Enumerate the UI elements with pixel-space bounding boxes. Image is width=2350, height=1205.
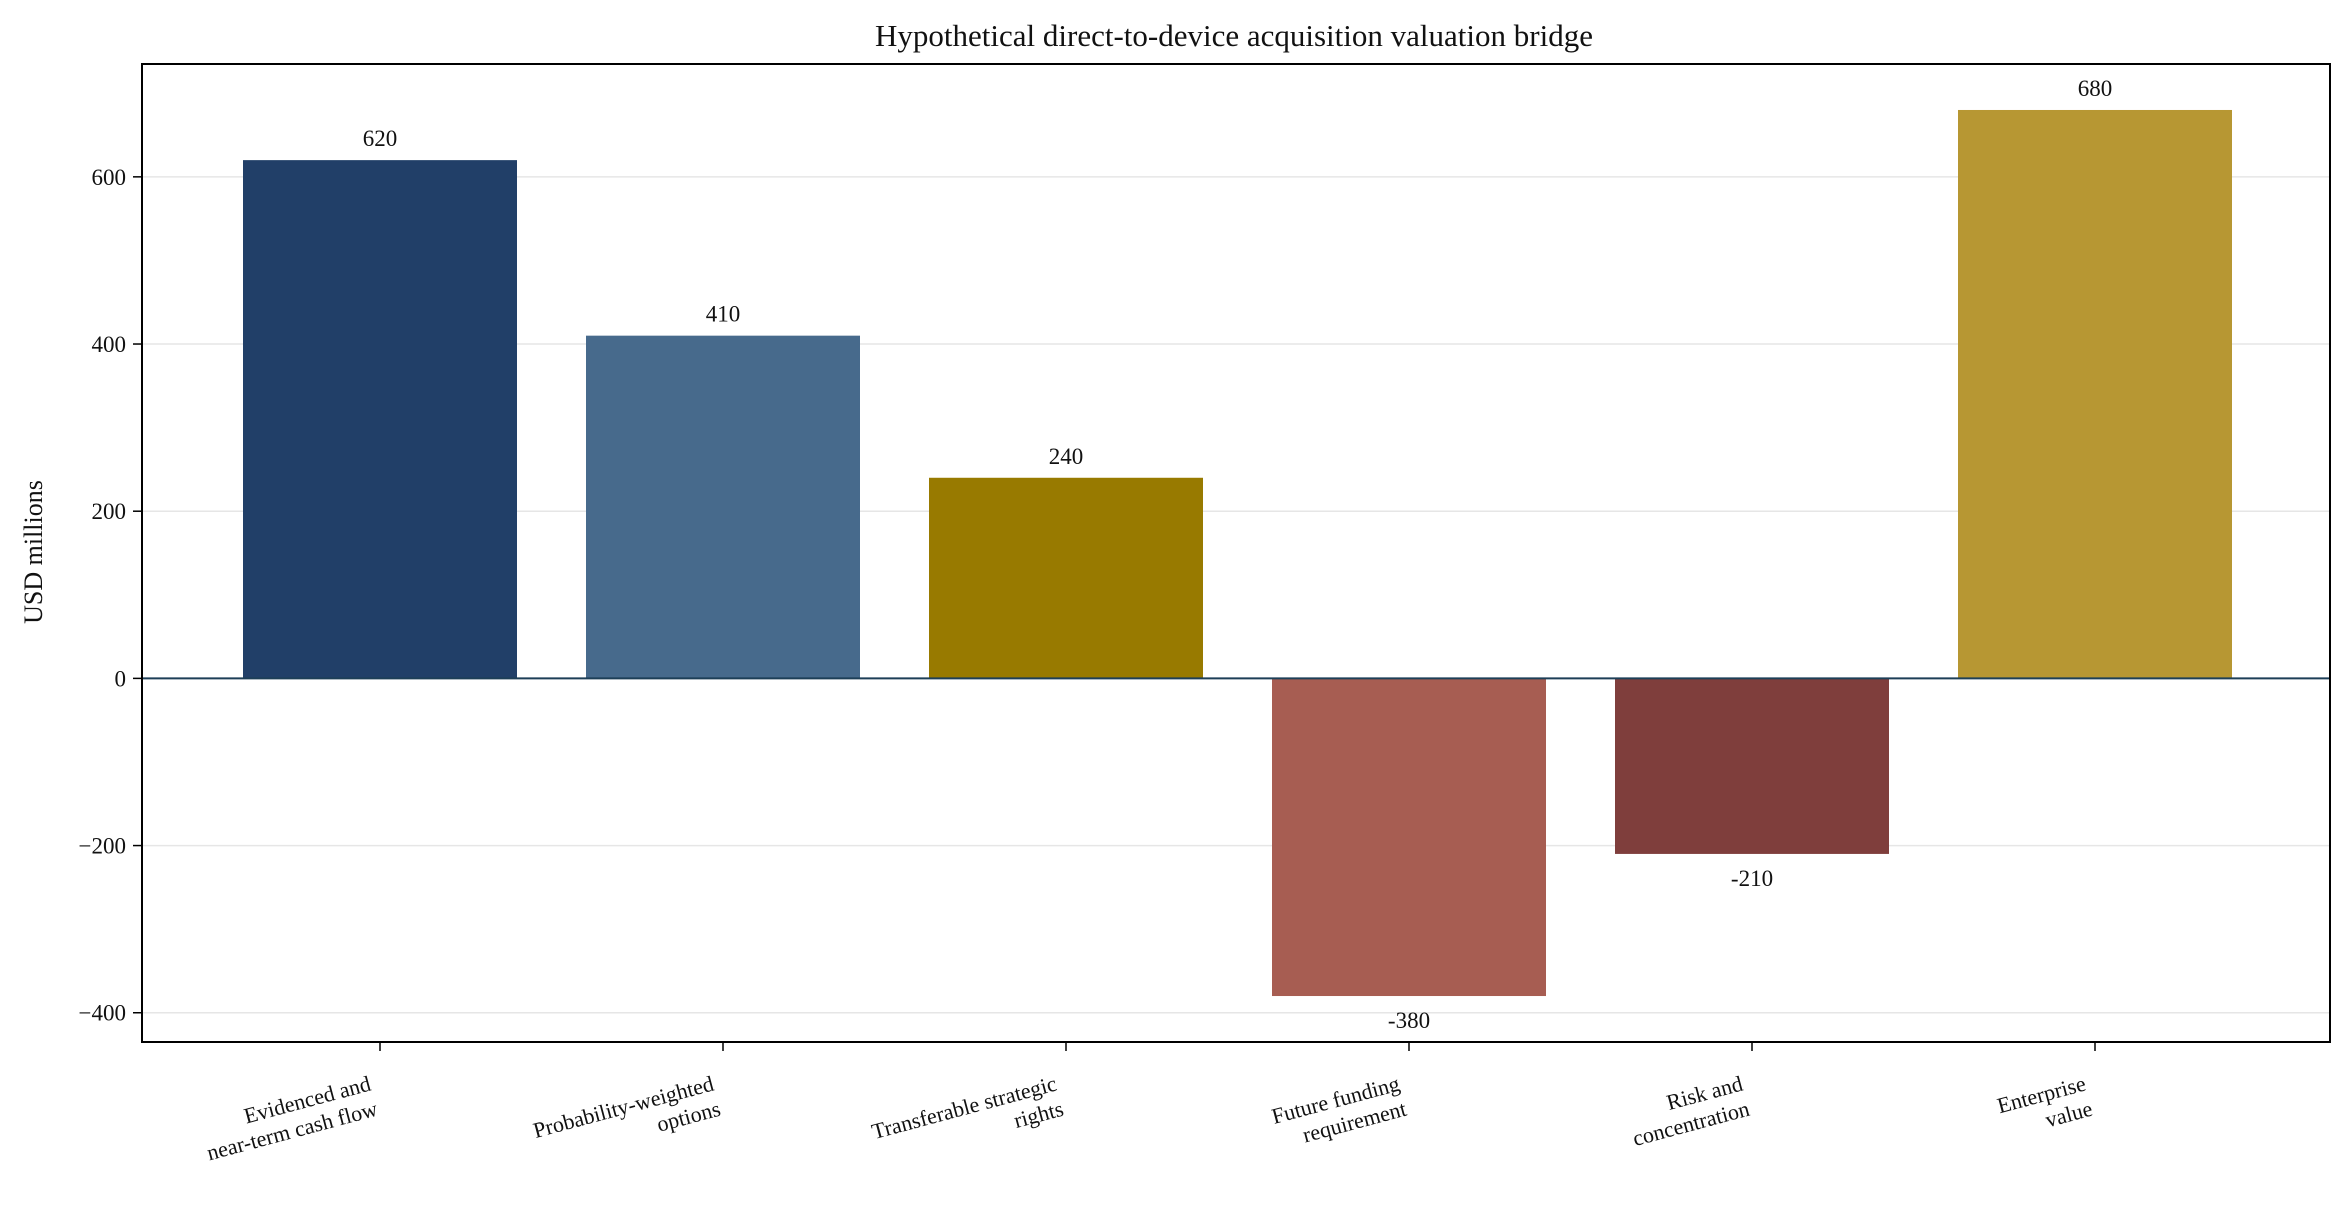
y-tick-label: −200: [79, 834, 126, 859]
bar-value-label: 240: [1049, 444, 1084, 469]
bar: [1272, 678, 1546, 997]
bar: [243, 160, 517, 679]
y-tick-label: 600: [92, 165, 127, 190]
bar-value-label: 680: [2078, 76, 2113, 101]
bar: [586, 335, 860, 679]
bar: [1615, 678, 1889, 854]
bars: [243, 109, 2232, 997]
bar: [1958, 109, 2232, 679]
y-tick-label: −400: [79, 1001, 126, 1026]
data-labels: 620 410 240 -380 -210 680: [363, 76, 2113, 1033]
plot-frame: [141, 63, 2331, 1043]
bar-value-label: 620: [363, 126, 398, 151]
bar-value-label: 410: [706, 302, 741, 327]
bar-value-label: -380: [1388, 1008, 1430, 1033]
chart-title: Hypothetical direct-to-device acquisitio…: [875, 18, 1593, 53]
bar: [929, 477, 1203, 679]
y-tick-label: 400: [92, 332, 127, 357]
bar-value-label: -210: [1731, 866, 1773, 891]
y-axis-ticks: −400 −200 0 200 400 600: [79, 165, 142, 1026]
y-tick-label: 200: [92, 499, 127, 524]
y-tick-label: 0: [115, 666, 127, 691]
y-axis-label: USD millions: [19, 480, 48, 624]
